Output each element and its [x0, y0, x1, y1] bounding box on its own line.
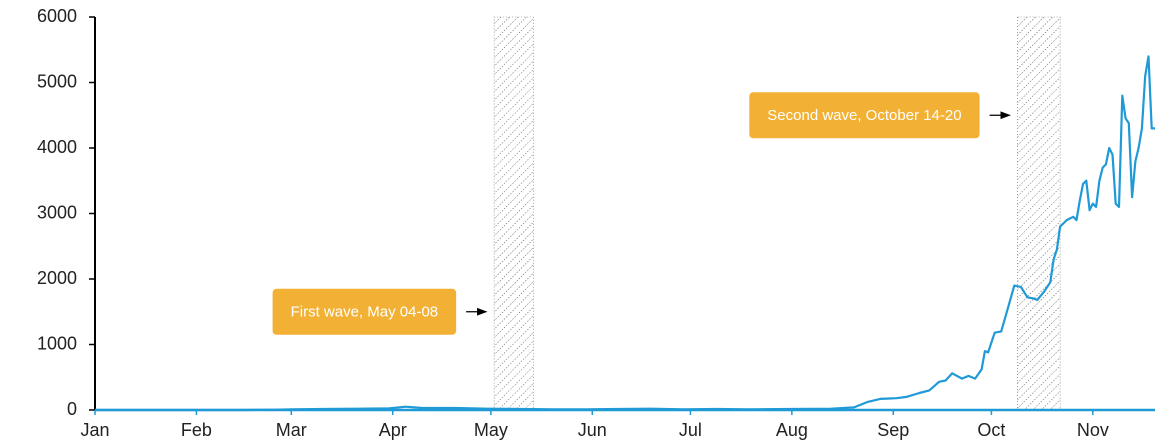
- highlight-band: [1017, 16, 1061, 411]
- x-tick-label: Feb: [181, 420, 212, 440]
- y-tick-label: 2000: [37, 268, 77, 288]
- x-tick-label: Jun: [578, 420, 607, 440]
- x-tick-label: Mar: [276, 420, 307, 440]
- annotation: First wave, May 04-08: [272, 288, 488, 335]
- x-tick-label: Aug: [776, 420, 808, 440]
- y-tick-label: 5000: [37, 71, 77, 91]
- annotation: Second wave, October 14-20: [749, 92, 1011, 139]
- x-tick-label: Jul: [679, 420, 702, 440]
- y-tick-label: 1000: [37, 333, 77, 353]
- data-line: [95, 55, 1155, 412]
- x-tick-label: Sep: [877, 420, 909, 440]
- y-tick-label: 0: [67, 399, 77, 419]
- x-tick-label: Nov: [1077, 420, 1109, 440]
- x-tick-label: Jan: [80, 420, 109, 440]
- annotation-text: First wave, May 04-08: [291, 304, 439, 321]
- y-tick-label: 4000: [37, 137, 77, 157]
- y-tick-label: 3000: [37, 202, 77, 222]
- y-tick-label: 6000: [37, 6, 77, 26]
- x-tick-label: Oct: [977, 420, 1005, 440]
- annotation-box: [272, 288, 457, 335]
- highlight-band: [493, 16, 534, 411]
- x-tick-label: Apr: [379, 420, 407, 440]
- annotation-box: [749, 92, 980, 139]
- x-tick-label: May: [474, 420, 508, 440]
- annotation-text: Second wave, October 14-20: [767, 107, 961, 124]
